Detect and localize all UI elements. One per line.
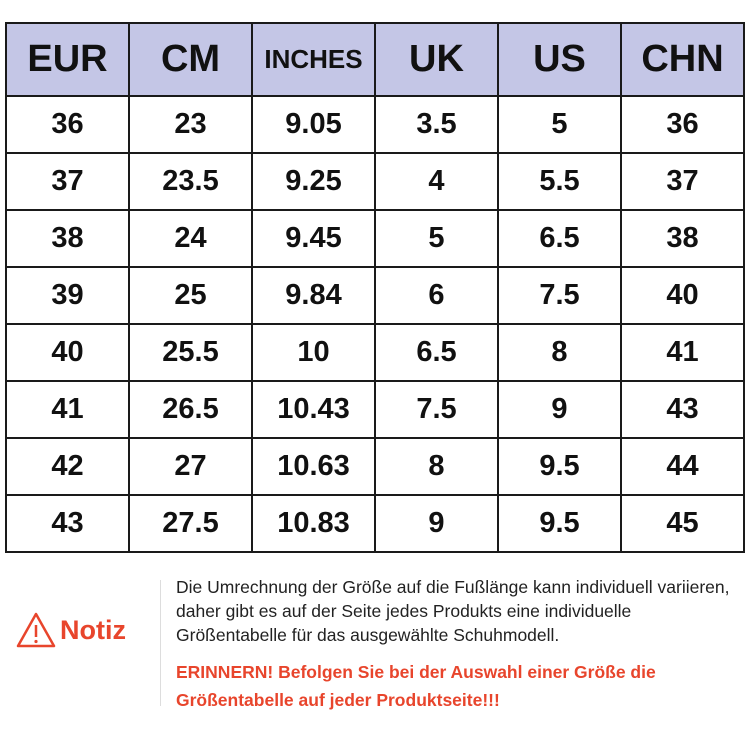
table-cell: 9.45 [251, 209, 376, 268]
table-cell: 7.5 [497, 266, 622, 325]
warning-triangle-icon [16, 612, 56, 648]
table-cell: 26.5 [128, 380, 253, 439]
table-row: 40 25.5 10 6.5 8 41 [5, 323, 745, 382]
table-cell: 6 [374, 266, 499, 325]
note-label: Notiz [16, 612, 126, 648]
table-cell: 9.25 [251, 152, 376, 211]
table-cell: 25 [128, 266, 253, 325]
column-header-eur: EUR [5, 22, 130, 97]
table-cell: 10.43 [251, 380, 376, 439]
table-cell: 43 [620, 380, 745, 439]
table-cell: 38 [620, 209, 745, 268]
table-cell: 43 [5, 494, 130, 553]
table-cell: 5.5 [497, 152, 622, 211]
table-cell: 9.5 [497, 494, 622, 553]
table-cell: 7.5 [374, 380, 499, 439]
table-cell: 5 [374, 209, 499, 268]
header-row: EUR CM INCHES UK US CHN [5, 22, 745, 97]
table-cell: 5 [497, 95, 622, 154]
table-cell: 27.5 [128, 494, 253, 553]
table-cell: 9 [497, 380, 622, 439]
table-cell: 40 [5, 323, 130, 382]
table-cell: 8 [374, 437, 499, 496]
table-cell: 37 [620, 152, 745, 211]
table-cell: 39 [5, 266, 130, 325]
table-cell: 42 [5, 437, 130, 496]
table-cell: 10.63 [251, 437, 376, 496]
table-cell: 44 [620, 437, 745, 496]
table-cell: 40 [620, 266, 745, 325]
table-cell: 23 [128, 95, 253, 154]
table-cell: 25.5 [128, 323, 253, 382]
table-cell: 45 [620, 494, 745, 553]
table-row: 36 23 9.05 3.5 5 36 [5, 95, 745, 154]
table-row: 38 24 9.45 5 6.5 38 [5, 209, 745, 268]
table-cell: 10 [251, 323, 376, 382]
table-cell: 37 [5, 152, 130, 211]
table-cell: 4 [374, 152, 499, 211]
note-title: Notiz [60, 614, 126, 645]
table-cell: 6.5 [497, 209, 622, 268]
table-row: 37 23.5 9.25 4 5.5 37 [5, 152, 745, 211]
table-cell: 3.5 [374, 95, 499, 154]
table-row: 43 27.5 10.83 9 9.5 45 [5, 494, 745, 553]
column-header-us: US [497, 22, 622, 97]
divider [160, 580, 161, 706]
table-cell: 8 [497, 323, 622, 382]
table-cell: 41 [620, 323, 745, 382]
table-cell: 38 [5, 209, 130, 268]
table-cell: 27 [128, 437, 253, 496]
note-text: Die Umrechnung der Größe auf die Fußläng… [176, 577, 730, 645]
table-cell: 36 [620, 95, 745, 154]
table-cell: 9.05 [251, 95, 376, 154]
column-header-cm: CM [128, 22, 253, 97]
reminder-text: ERINNERN! Befolgen Sie bei der Auswahl e… [176, 662, 656, 710]
table-row: 39 25 9.84 6 7.5 40 [5, 266, 745, 325]
column-header-uk: UK [374, 22, 499, 97]
table-cell: 6.5 [374, 323, 499, 382]
column-header-inches: INCHES [251, 22, 376, 97]
table-row: 42 27 10.63 8 9.5 44 [5, 437, 745, 496]
size-chart-table: EUR CM INCHES UK US CHN 36 23 9.05 3.5 5 36 37 23.5 9… [5, 22, 745, 553]
table-cell: 23.5 [128, 152, 253, 211]
table-cell: 9.84 [251, 266, 376, 325]
table-cell: 24 [128, 209, 253, 268]
table-cell: 9.5 [497, 437, 622, 496]
column-header-chn: CHN [620, 22, 745, 97]
table-cell: 36 [5, 95, 130, 154]
table-cell: 41 [5, 380, 130, 439]
table-cell: 9 [374, 494, 499, 553]
table-row: 41 26.5 10.43 7.5 9 43 [5, 380, 745, 439]
table-cell: 10.83 [251, 494, 376, 553]
